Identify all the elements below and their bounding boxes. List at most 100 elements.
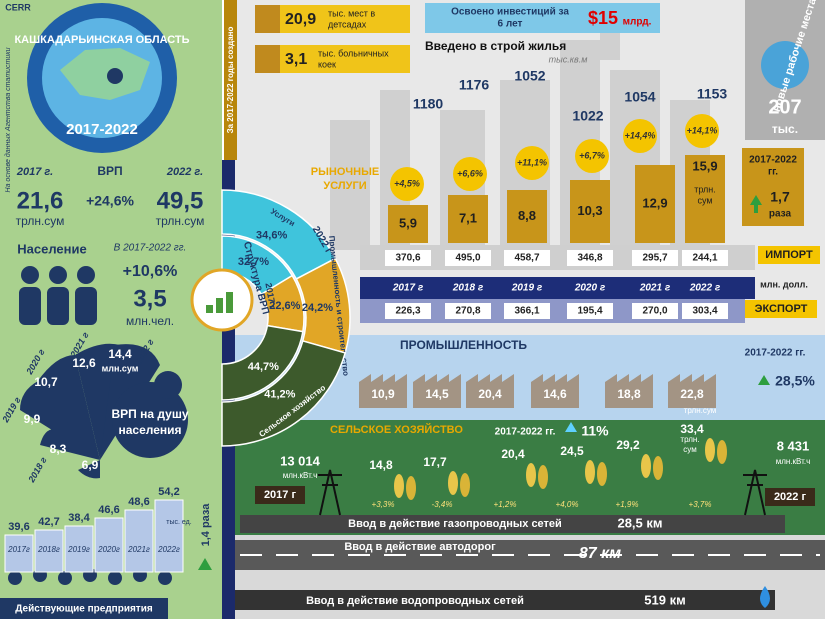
water-pipe	[235, 590, 775, 610]
label: тыс. больничных	[318, 48, 389, 58]
logo: CERR	[5, 2, 31, 12]
growth-arrow	[565, 422, 577, 432]
growth-bubble	[623, 119, 657, 153]
import-value: 295,7	[642, 253, 667, 264]
label: 87 км	[579, 545, 621, 562]
import-box	[632, 250, 678, 266]
industry-value: 14,5	[425, 387, 449, 401]
growth-label: +14,4%	[625, 130, 656, 140]
export-value: 226,3	[395, 306, 420, 317]
housing-value: 1052	[514, 68, 545, 84]
region-title: КАШКАДАРЬИНСКАЯ ОБЛАСТЬ	[14, 34, 189, 46]
value: 49,5	[157, 187, 204, 214]
export-value: 366,1	[514, 306, 539, 317]
enterprise-bar	[124, 509, 154, 573]
growth-bubble	[453, 157, 487, 191]
value: 3,5	[133, 285, 166, 312]
service-bar	[685, 155, 725, 243]
factory	[413, 374, 461, 408]
export-box	[504, 303, 550, 319]
donut-label: 22,6%	[269, 300, 300, 312]
enterprise-year: 2018г	[37, 545, 60, 554]
export-box	[385, 303, 431, 319]
label: 11%	[581, 423, 609, 439]
enterprise-value: 38,4	[68, 512, 90, 524]
label: ВРП на душу	[112, 407, 189, 421]
map-pin	[107, 68, 123, 84]
label: За 2017-2022 годы создано	[226, 27, 235, 134]
kindergarten-box	[280, 5, 410, 33]
industry-value: 14,6	[543, 387, 567, 401]
growth-arrow	[758, 375, 770, 385]
industry-value: 10,9	[371, 387, 395, 401]
map-shape	[60, 48, 150, 100]
label: тыс.	[772, 122, 798, 136]
label: 2017 г.	[16, 166, 53, 178]
label: 6 лет	[498, 19, 523, 30]
service-bar	[570, 180, 610, 243]
housing-value: 1022	[572, 108, 603, 124]
export-box	[445, 303, 491, 319]
label: 28,5%	[775, 373, 815, 389]
export-box	[567, 303, 613, 319]
enterprise-bar	[4, 534, 34, 573]
factory	[531, 374, 579, 408]
import-box	[445, 250, 491, 266]
label: млн. долл.	[760, 279, 808, 289]
icon-bar	[226, 292, 233, 313]
label: трлн.	[680, 435, 699, 444]
label: млн.кВт.ч	[283, 471, 318, 480]
service-value: 10,3	[577, 203, 602, 218]
label: Введено в строй жилья	[425, 39, 566, 53]
wheat	[653, 456, 663, 480]
enterprise-year: 2020г	[97, 545, 120, 554]
icon-bar	[206, 305, 213, 313]
services-total-box	[742, 148, 804, 226]
housing-value: 1153	[697, 86, 728, 102]
label: 207	[768, 96, 801, 118]
label: трлн.сум	[156, 214, 205, 228]
trade-year: 2018 г	[452, 283, 484, 294]
label: млн.кВт.ч	[776, 457, 811, 466]
per-capita-value: 10,7	[34, 375, 58, 389]
wheat	[526, 463, 536, 487]
service-bar	[507, 190, 547, 243]
label: сум	[697, 195, 712, 205]
label: млн.чел.	[126, 314, 174, 328]
hospital-icon	[255, 45, 280, 73]
enterprise-bar	[34, 529, 64, 573]
trade-year: 2017 г	[392, 283, 424, 294]
wheat	[585, 460, 595, 484]
label: детсадах	[328, 19, 367, 29]
population-icon	[19, 266, 97, 325]
label: 2017-2022 гг.	[495, 427, 556, 438]
import-value: 495,0	[455, 253, 480, 264]
agriculture-value: 17,7	[423, 455, 447, 469]
label: млн.сум	[102, 363, 139, 373]
kindergarten-icon	[255, 5, 280, 33]
wheat	[597, 462, 607, 486]
donut-label: 41,2%	[264, 388, 295, 400]
wheat	[705, 438, 715, 462]
import-box	[504, 250, 550, 266]
label: гг.	[768, 167, 778, 178]
growth-label: +4,0%	[556, 500, 579, 509]
label: 28,5 км	[617, 515, 662, 530]
jobs-icon	[761, 41, 809, 89]
housing-value: 1176	[459, 77, 490, 93]
enterprise-bar	[154, 499, 184, 573]
growth: +10,6%	[123, 263, 178, 280]
label: УСЛУГИ	[323, 180, 366, 192]
per-capita-value: 9,9	[24, 412, 41, 426]
label: трлн.	[694, 184, 716, 194]
wheat	[460, 473, 470, 497]
label: 2017 г	[263, 282, 277, 310]
agriculture-value: 20,4	[501, 447, 525, 461]
export-box	[632, 303, 678, 319]
label: 2022 г.	[166, 166, 203, 178]
industry-value: 20,4	[478, 387, 502, 401]
label: 13 014	[280, 453, 321, 468]
growth-label: +6,6%	[457, 168, 483, 178]
service-bar	[635, 165, 675, 243]
